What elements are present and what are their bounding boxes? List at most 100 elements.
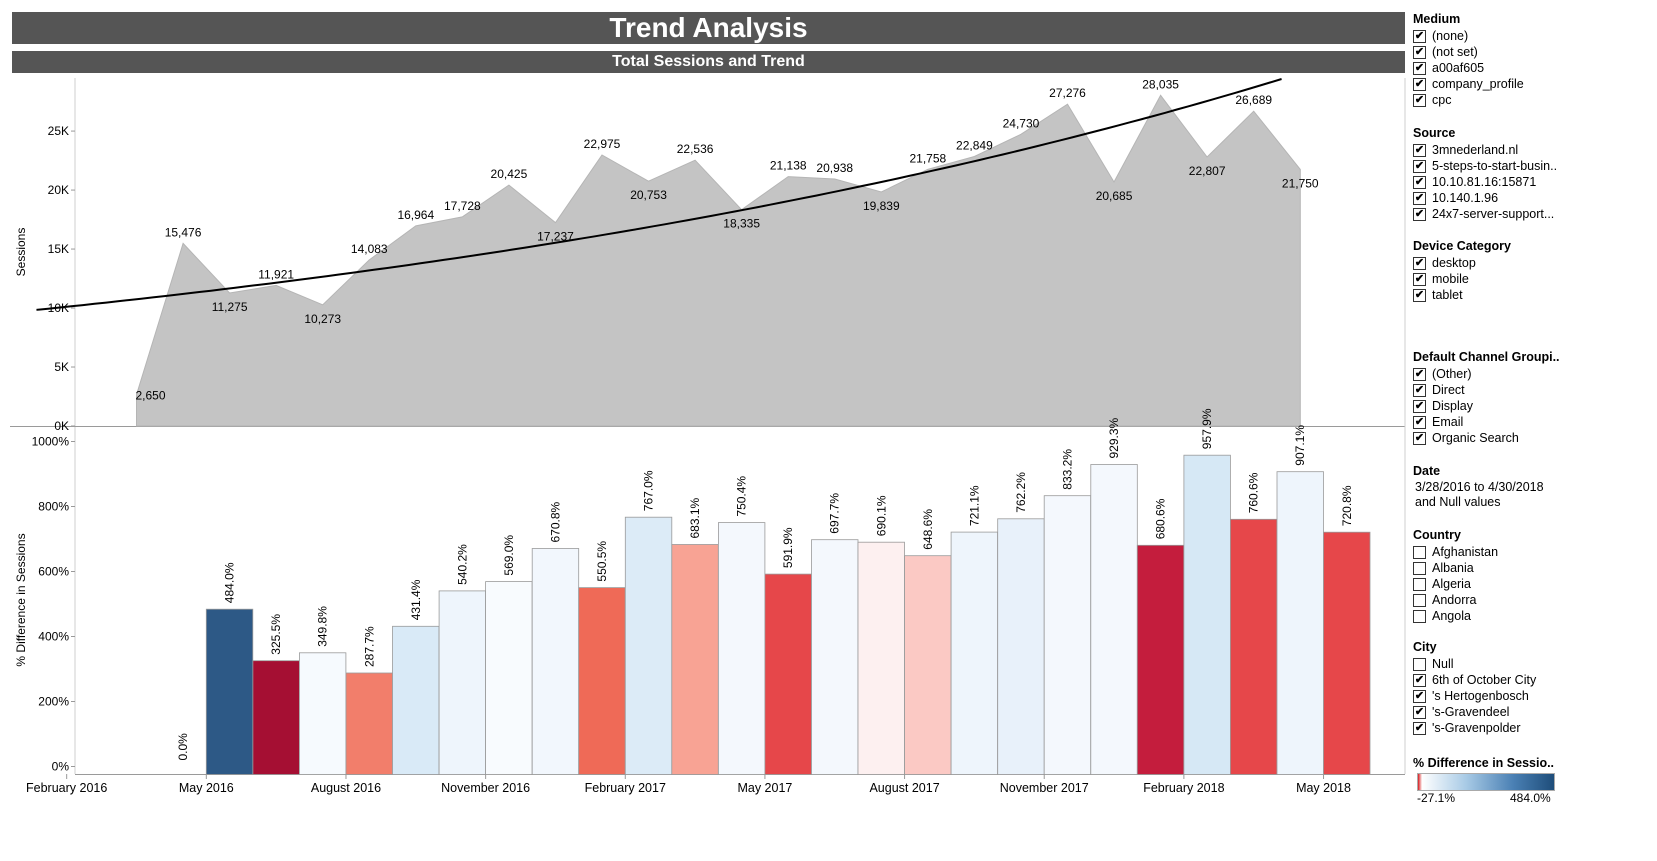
bar-data-label: 833.2% [1061,449,1075,490]
checkbox[interactable] [1413,593,1426,607]
checkbox[interactable] [1413,657,1426,671]
y-tick-label: 200% [38,695,69,709]
checkbox[interactable]: ✔ [1413,175,1426,189]
checkbox[interactable]: ✔ [1413,93,1426,107]
checkbox[interactable]: ✔ [1413,29,1426,43]
filter-option-label: Algeria [1432,577,1471,591]
filter-option[interactable]: Albania [1413,560,1657,576]
checkbox[interactable]: ✔ [1413,415,1426,429]
filter-option[interactable]: Anguilla [1413,624,1657,626]
filter-option[interactable]: ✔ 10.140.1.96 [1413,190,1657,206]
checkbox[interactable]: ✔ [1413,207,1426,221]
checkbox[interactable]: ✔ [1413,431,1426,445]
filter-option[interactable]: Angola [1413,608,1657,624]
filter-source-list[interactable]: ✔ 3mnederland.nl ✔ 5-steps-to-start-busin..… [1413,142,1657,224]
area-data-label: 20,753 [630,188,667,202]
area-data-label: 24,730 [1003,116,1040,130]
filter-option[interactable]: ✔ Direct [1413,382,1657,398]
checkbox[interactable] [1413,561,1426,575]
filter-option[interactable]: Null [1413,656,1657,672]
bar-data-label: 720.8% [1340,485,1354,526]
checkbox[interactable]: ✔ [1413,399,1426,413]
checkbox[interactable]: ✔ [1413,191,1426,205]
filter-option[interactable]: ✔ (none) [1413,28,1657,44]
checkbox[interactable]: ✔ [1413,109,1426,110]
filter-option[interactable]: ✔ company_profile [1413,76,1657,92]
filter-option[interactable]: ✔ a00af605 [1413,60,1657,76]
filter-option[interactable]: ✔ desktop [1413,255,1657,271]
checkbox[interactable]: ✔ [1413,383,1426,397]
y-tick-label: 5K [54,360,69,374]
filter-option[interactable]: ✔ 's-Gravendeel [1413,704,1657,720]
filter-option-label: 's Hertogenbosch [1432,689,1529,703]
filter-option[interactable]: ✔ Display [1413,398,1657,414]
checkbox[interactable]: ✔ [1413,673,1426,687]
checkbox[interactable]: ✔ [1413,689,1426,703]
filter-option[interactable]: ✔ 6th of October City [1413,672,1657,688]
bar-data-label: 550.5% [595,541,609,582]
x-tick-label: August 2016 [311,781,381,795]
checkbox[interactable] [1413,545,1426,559]
checkbox[interactable]: ✔ [1413,223,1426,224]
bar [904,555,952,775]
filter-city-list[interactable]: Null ✔ 6th of October City ✔ 's Hertogenbosc… [1413,656,1657,738]
filter-option-label: desktop [1432,256,1476,270]
y-tick-label: 400% [38,630,69,644]
area-data-label: 22,849 [956,138,993,152]
bar-data-label: 721.1% [967,485,981,526]
filter-country-list[interactable]: Afghanistan Albania Algeria Andorra AngolaAn… [1413,544,1657,626]
checkbox[interactable]: ✔ [1413,737,1426,738]
filter-option[interactable]: ✔ (Other) [1413,366,1657,382]
checkbox[interactable]: ✔ [1413,721,1426,735]
filter-option[interactable]: ✔ 3mnederland.nl [1413,142,1657,158]
bar [345,672,393,775]
checkbox[interactable]: ✔ [1413,45,1426,59]
filter-option-label: (not set) [1432,45,1478,59]
checkbox[interactable] [1413,609,1426,623]
checkbox[interactable]: ✔ [1413,447,1426,448]
filter-device-list[interactable]: ✔ desktop ✔ mobile ✔ tablet [1413,255,1657,305]
bar-data-label: 0.0% [176,733,190,761]
filter-option[interactable]: ✔ (not set) [1413,44,1657,60]
filter-option-label: 5-steps-to-start-busin.. [1432,159,1558,173]
filter-option[interactable]: Afghanistan [1413,544,1657,560]
filter-option[interactable]: ✔ tablet [1413,287,1657,303]
filter-option[interactable]: ✔ 24x7-server-support... [1413,206,1657,222]
checkbox[interactable]: ✔ [1413,61,1426,75]
bar [298,652,347,775]
filter-option[interactable]: ✔ cpc [1413,92,1657,108]
filter-option[interactable]: ✔ Paid Search [1413,446,1657,448]
filter-option[interactable]: ✔ 10.10.81.16:15871 [1413,174,1657,190]
checkbox[interactable]: ✔ [1413,256,1426,270]
trend-chart: 0K5K10K15K20K25KSessions2,65015,47611,27… [10,77,1406,795]
area-data-label: 20,425 [491,167,528,181]
filter-option[interactable]: ✔ Email [1413,414,1657,430]
checkbox[interactable]: ✔ [1413,367,1426,381]
filter-option[interactable]: Algeria [1413,576,1657,592]
bar [1230,518,1278,775]
filter-channel-list[interactable]: ✔ (Other) ✔ Direct ✔ Display ✔ Email ✔ Organic Se… [1413,366,1657,448]
y-tick-label: 20K [48,183,69,197]
filter-option[interactable]: ✔ 41.sslprotected.nl [1413,222,1657,224]
filter-option-label: 's-Gravendeel [1432,705,1510,719]
checkbox[interactable]: ✔ [1413,272,1426,286]
filter-option[interactable]: ✔ e-mail [1413,108,1657,110]
checkbox[interactable]: ✔ [1413,288,1426,302]
bar-data-label: 767.0% [642,470,656,511]
area-data-label: 21,758 [909,151,946,165]
filter-option[interactable]: ✔ mobile [1413,271,1657,287]
filter-option[interactable]: ✔ 's-Gravenpolder [1413,720,1657,736]
checkbox[interactable]: ✔ [1413,159,1426,173]
filter-option[interactable]: ✔ 's-Gravenzande [1413,736,1657,738]
filter-option[interactable]: Andorra [1413,592,1657,608]
filter-medium-list[interactable]: ✔ (none) ✔ (not set) ✔ a00af605 ✔ company_profi… [1413,28,1657,110]
checkbox[interactable]: ✔ [1413,705,1426,719]
filter-date-range[interactable]: 3/28/2016 to 4/30/2018 [1415,480,1544,494]
checkbox[interactable] [1413,625,1426,626]
filter-option[interactable]: ✔ Organic Search [1413,430,1657,446]
checkbox[interactable]: ✔ [1413,143,1426,157]
checkbox[interactable] [1413,577,1426,591]
checkbox[interactable]: ✔ [1413,77,1426,91]
filter-option[interactable]: ✔ 's Hertogenbosch [1413,688,1657,704]
filter-option[interactable]: ✔ 5-steps-to-start-busin.. [1413,158,1657,174]
